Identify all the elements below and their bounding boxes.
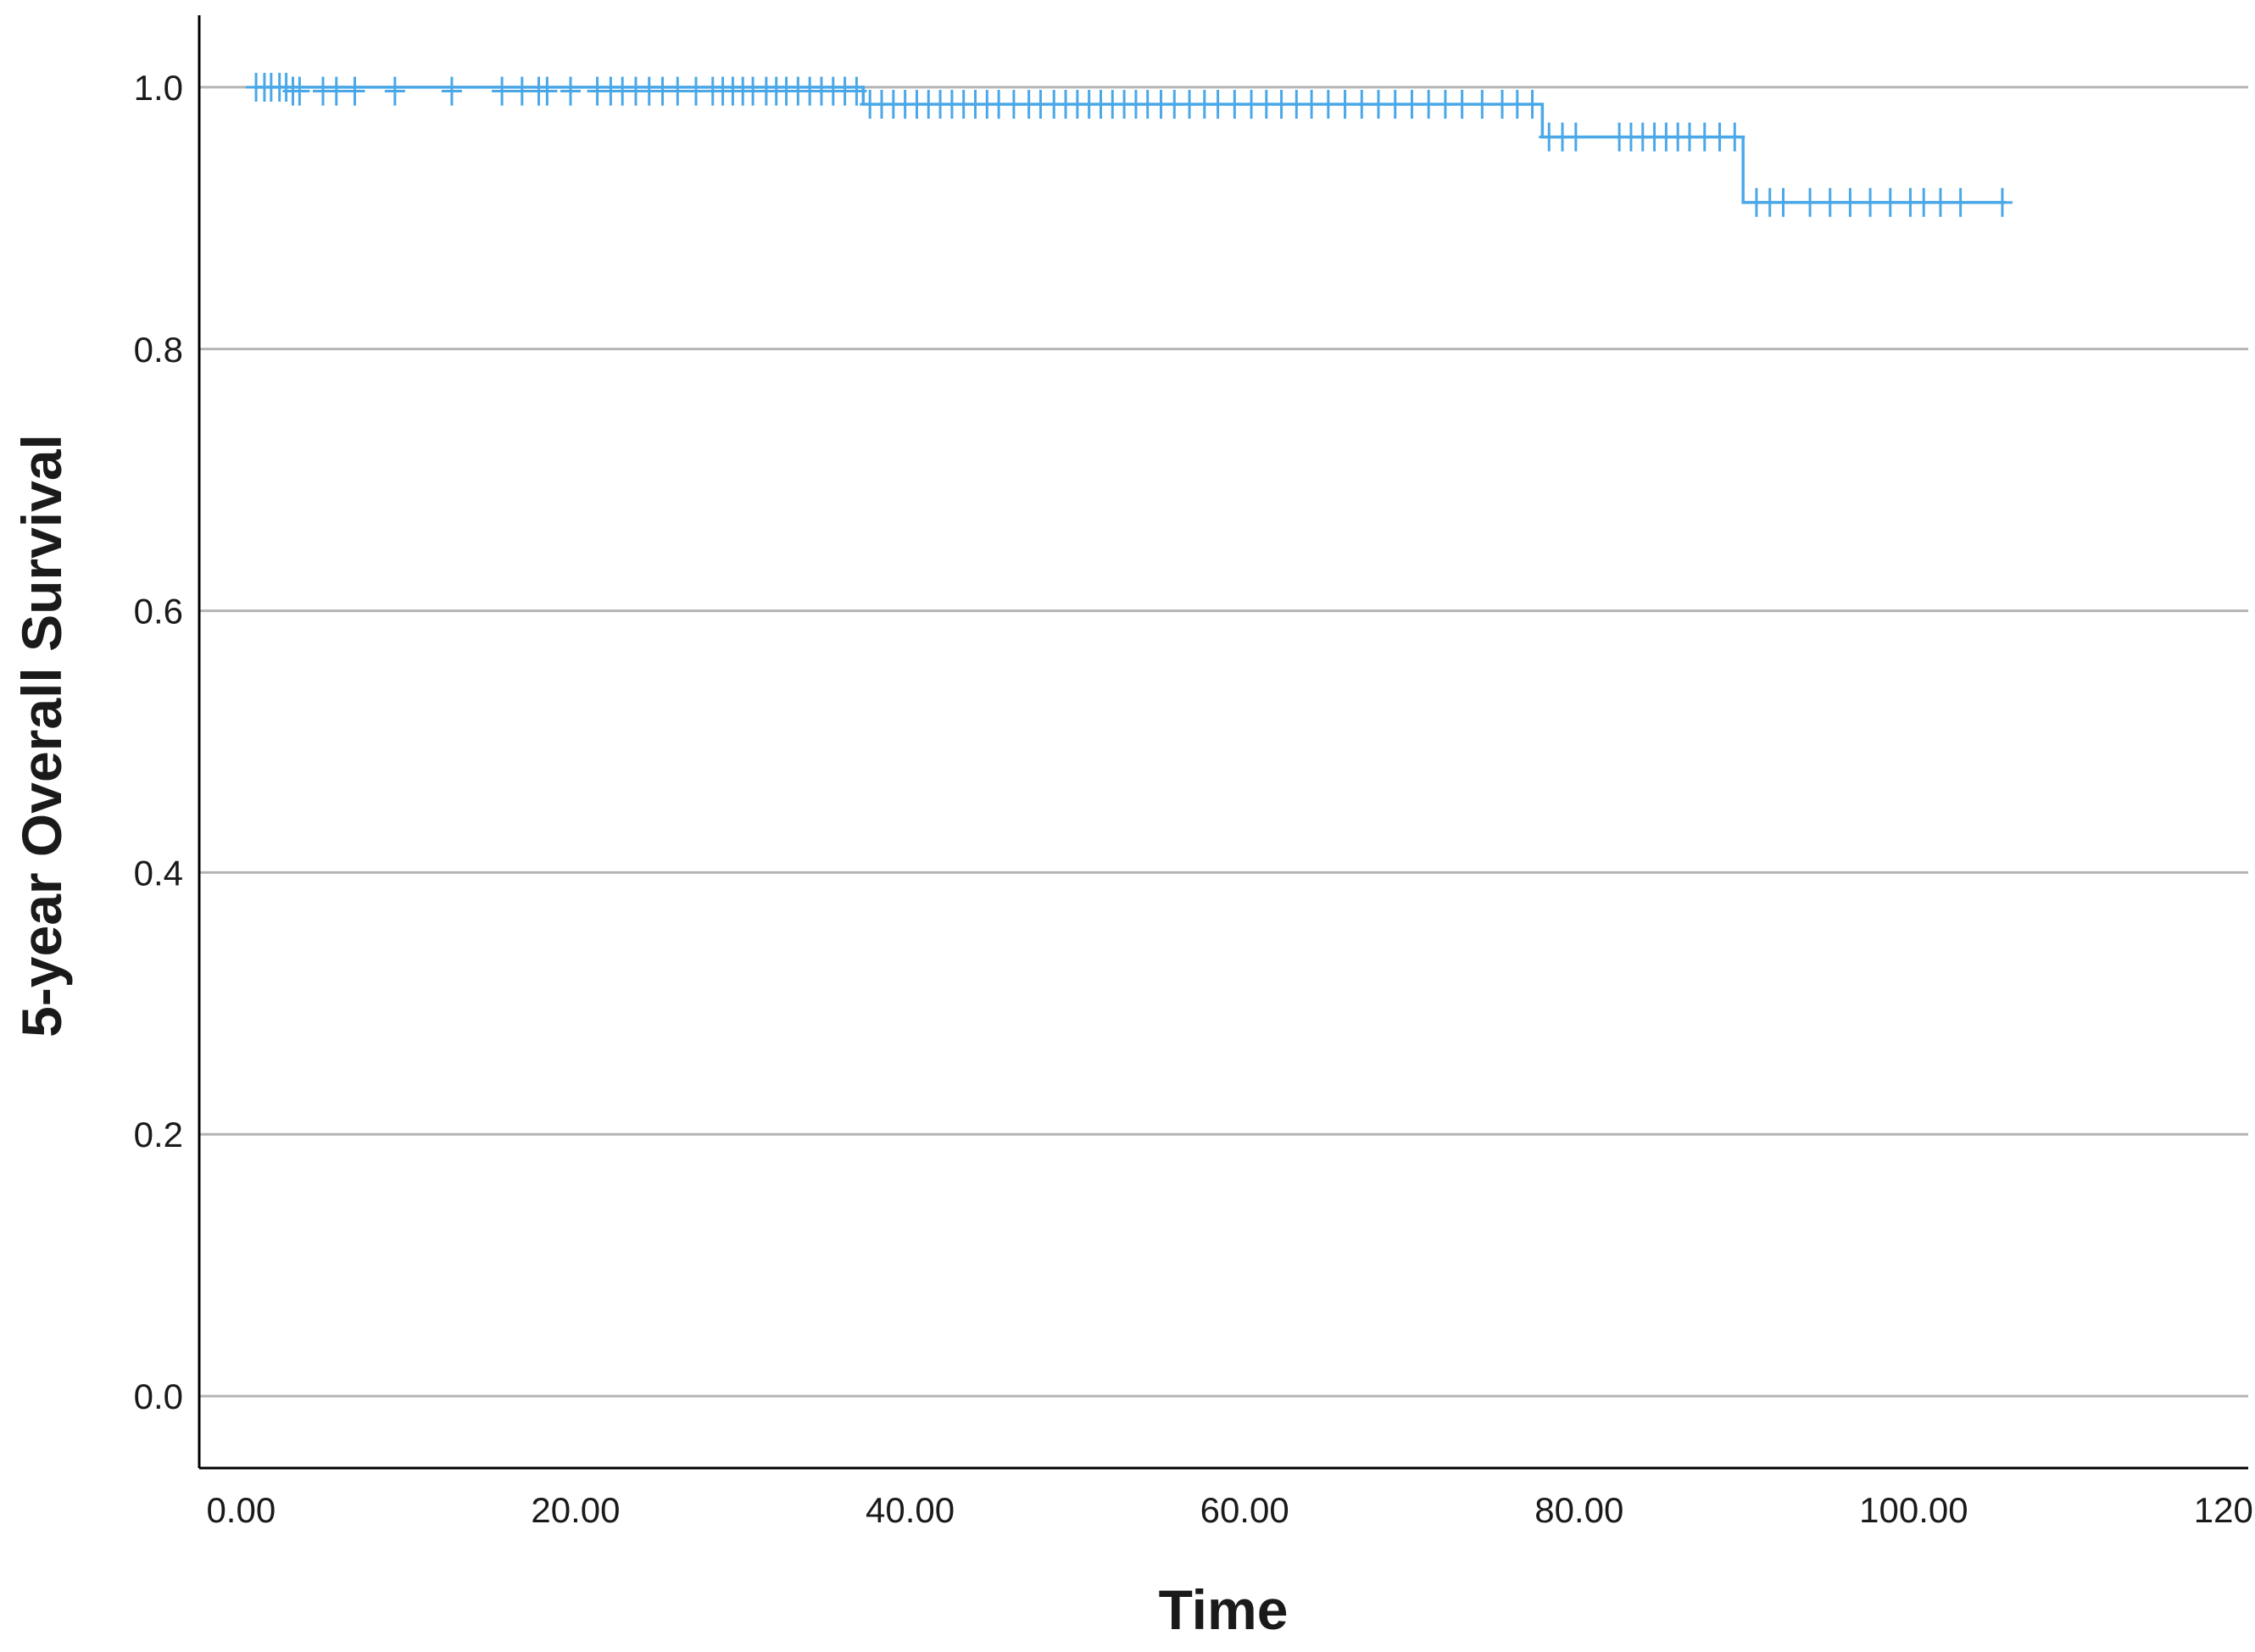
censor-mark	[1800, 187, 1821, 217]
y-tick-label: 1.0	[134, 68, 183, 108]
censor-mark	[1819, 187, 1840, 217]
censor-mark	[1773, 187, 1794, 217]
gridlines	[199, 86, 2248, 1398]
censor-mark	[1929, 187, 1951, 217]
y-tick-label: 0.4	[134, 853, 183, 893]
censor-mark	[667, 76, 688, 106]
x-tick-label: 40.00	[866, 1490, 955, 1530]
x-tick-label: 60.00	[1200, 1490, 1289, 1530]
y-axis-title: 5-year Overall Survival	[10, 434, 73, 1037]
censor-mark	[1724, 122, 1746, 152]
censor-mark	[441, 76, 462, 106]
censor-mark	[384, 76, 405, 106]
censor-mark	[1472, 90, 1493, 120]
x-tick-label: 80.00	[1534, 1490, 1623, 1530]
x-tick-label: 20.00	[531, 1490, 620, 1530]
y-tick-label: 0.2	[134, 1115, 183, 1154]
censor-mark	[1451, 90, 1473, 120]
censor-mark	[492, 76, 513, 106]
censor-mark	[289, 76, 310, 106]
censor-mark	[1991, 187, 2013, 217]
censor-mark	[1840, 187, 1861, 217]
x-axis-title: Time	[1159, 1578, 1289, 1641]
axes	[198, 15, 2248, 1470]
y-tick-label: 0.6	[134, 592, 183, 631]
censor-mark	[846, 76, 867, 106]
censor-mark	[1522, 90, 1543, 120]
x-tick-label: 100.00	[1859, 1490, 1968, 1530]
censor-mark	[1860, 187, 1881, 217]
tick-labels: 0.0 0.2 0.4 0.6 0.8 1.0 0.00 20.00 40.00 60.00 80.…	[134, 68, 2255, 1530]
censor-mark	[344, 76, 365, 106]
y-tick-label: 0.0	[134, 1377, 183, 1416]
censor-mark	[537, 76, 558, 106]
censor-mark	[1879, 187, 1901, 217]
y-tick-label: 0.8	[134, 330, 183, 370]
censor-mark	[1950, 187, 1971, 217]
censor-mark	[560, 76, 582, 106]
survival-series	[246, 72, 2013, 217]
x-tick-label: 120.00	[2194, 1490, 2255, 1530]
censor-mark	[326, 76, 347, 106]
x-tick-label: 0.00	[206, 1490, 276, 1530]
censor-mark	[1565, 122, 1586, 152]
